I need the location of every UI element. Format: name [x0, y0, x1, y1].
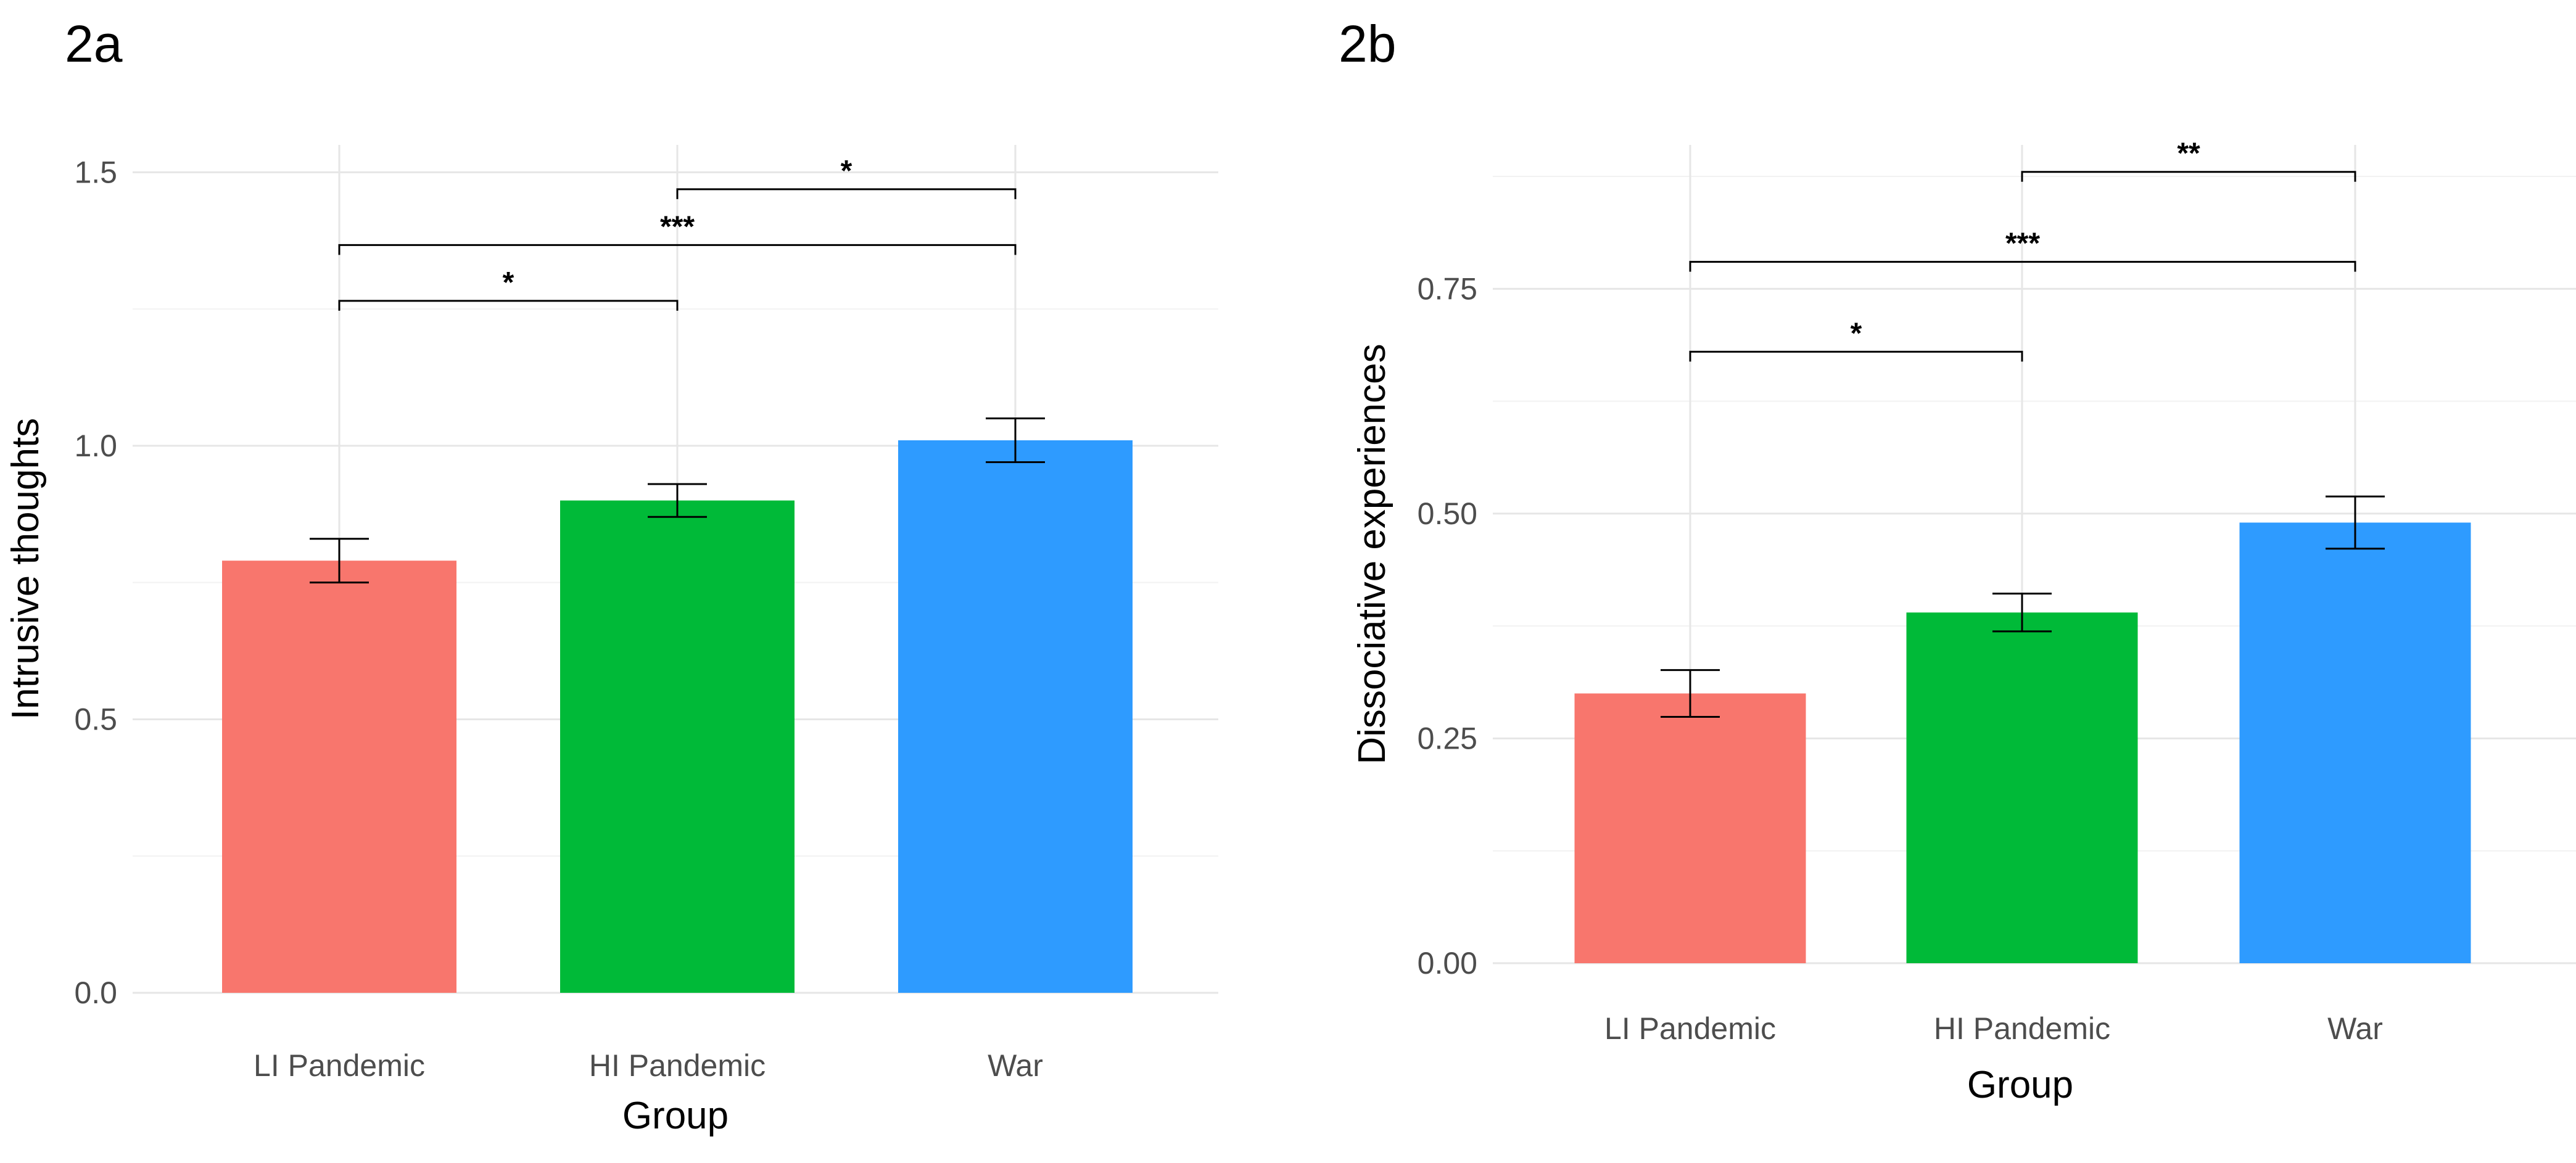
bar-war	[2239, 522, 2471, 963]
significance-bracket	[1689, 350, 2023, 362]
bar-hi-pandemic	[1906, 612, 2138, 963]
panel-label: 2a	[65, 15, 123, 73]
significance-bracket	[338, 300, 679, 311]
error-bar	[648, 483, 707, 518]
y-axis-title: Intrusive thoughts	[4, 418, 47, 720]
significance-label: *	[1851, 317, 1862, 350]
panel-label: 2b	[1339, 15, 1396, 73]
x-tick-label: War	[988, 1048, 1043, 1083]
x-tick-label: LI Pandemic	[254, 1048, 425, 1083]
bar-war	[898, 440, 1133, 993]
chart-panel-2b: 2b0.000.250.500.75******LI Pandemic HI Pa…	[1339, 15, 2576, 1106]
significance-bracket	[676, 188, 1017, 199]
y-tick-label: 0.75	[1418, 271, 1477, 306]
chart-panel-2a: 2a0.00.51.01.5*****LI Pandemic HI Pandemi…	[4, 15, 1218, 1137]
y-tick-label: 0.5	[74, 702, 117, 736]
significance-label: ***	[660, 210, 695, 243]
bar-li-pandemic	[1574, 693, 1806, 963]
x-tick-label: War	[2327, 1011, 2383, 1046]
y-tick-label: 0.00	[1418, 946, 1477, 980]
error-bar	[310, 538, 369, 584]
y-tick-label: 0.50	[1418, 496, 1477, 531]
y-tick-label: 1.5	[74, 155, 117, 189]
error-bar	[2326, 495, 2385, 550]
bar-li-pandemic	[222, 561, 456, 993]
significance-bracket	[1689, 261, 2356, 272]
significance-bracket	[2021, 171, 2356, 182]
significance-label: **	[2177, 138, 2200, 170]
y-tick-label: 1.0	[74, 429, 117, 463]
x-tick-label: HI Pandemic	[1934, 1011, 2110, 1046]
y-tick-label: 0.25	[1418, 721, 1477, 755]
significance-label: ***	[2005, 228, 2040, 260]
significance-label: *	[841, 155, 852, 187]
error-bar	[1992, 593, 2052, 633]
x-axis-title: Group	[622, 1095, 729, 1137]
significance-bracket	[338, 244, 1017, 255]
significance-label: *	[503, 266, 514, 299]
error-bar	[1661, 669, 1720, 718]
x-tick-label: HI Pandemic	[589, 1048, 766, 1083]
error-bar	[986, 417, 1045, 464]
x-tick-label: LI Pandemic	[1604, 1011, 1776, 1046]
x-axis-title: Group	[1967, 1064, 2073, 1106]
y-tick-label: 0.0	[74, 976, 117, 1010]
bar-hi-pandemic	[560, 500, 795, 993]
y-axis-title: Dissociative experiences	[1351, 343, 1393, 764]
